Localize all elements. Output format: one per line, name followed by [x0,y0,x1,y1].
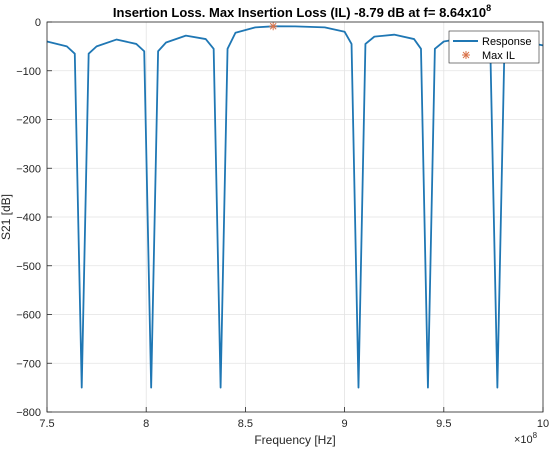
y-tick-label-2: −200 [16,115,41,127]
x-axis-label: Frequency [Hz] [254,433,335,447]
max-il-point [269,22,278,31]
x-tick-label-2: 8.5 [238,418,253,430]
y-tick-label-8: −800 [16,407,41,419]
x-tick-label-4: 9.5 [436,418,451,430]
chart-title: Insertion Loss. Max Insertion Loss (IL) … [113,3,491,20]
plot-area: 7.5 8 8.5 9 9.5 10 0 −100 −200 −300 −400 −500 −600 −… [16,17,549,430]
x-exponent: ×108 [514,431,538,446]
x-tick-label-5: 10 [537,418,549,430]
legend-label-response: Response [482,36,532,48]
y-axis-label: S21 [dB] [0,194,13,240]
y-tick-label-7: −700 [16,358,41,370]
y-tick-label-5: −500 [16,261,41,273]
y-tick-label-1: −100 [16,66,41,78]
legend: Response Max IL [448,30,540,64]
chart-title-main: Insertion Loss. Max Insertion Loss (IL) … [113,5,486,20]
x-tick-label-0: 7.5 [39,418,54,430]
x-ticks: 7.5 8 8.5 9 9.5 10 [39,407,549,430]
chart-title-superscript: 8 [486,3,491,13]
x-tick-label-3: 9 [342,418,348,430]
y-tick-label-4: −400 [16,212,41,224]
y-tick-label-6: −600 [16,310,41,322]
x-exponent-power: 8 [533,431,538,440]
x-exponent-base: ×10 [514,434,533,446]
y-tick-label-0: 0 [35,17,41,29]
x-tick-label-1: 8 [143,418,149,430]
legend-label-max-il: Max IL [482,50,515,62]
legend-marker-max-il [462,51,470,59]
y-ticks: 0 −100 −200 −300 −400 −500 −600 −700 −800 [16,17,52,419]
y-tick-label-3: −300 [16,163,41,175]
